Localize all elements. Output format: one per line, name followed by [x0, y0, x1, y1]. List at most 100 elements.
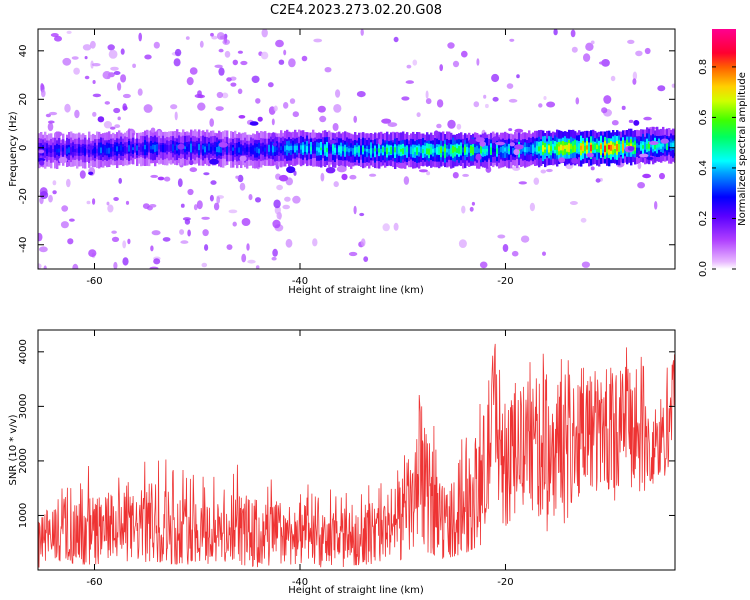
spectrogram-speckle	[117, 82, 122, 91]
spectrogram-cell	[78, 146, 81, 153]
spectrogram-speckle	[90, 40, 96, 49]
spectrogram-speckle	[276, 211, 282, 220]
spectrogram-speckle	[276, 184, 283, 191]
spectrogram-cell	[408, 147, 411, 154]
spectrogram-cell	[116, 146, 119, 152]
spectrogram-cell	[344, 147, 347, 153]
spectrogram-cell	[644, 141, 647, 150]
spectrogram-cell	[202, 143, 205, 156]
spectrogram-cell	[176, 144, 179, 151]
spectrogram-cell	[196, 143, 199, 152]
spectrogram-speckle	[546, 101, 556, 108]
spectrogram-cell	[466, 146, 469, 155]
spectrogram-blob	[660, 138, 669, 144]
spectrogram-cell	[496, 148, 499, 154]
spectrogram-blob	[336, 165, 347, 173]
spectrogram-cell	[352, 148, 355, 155]
spectrogram-cell	[164, 144, 167, 153]
spectrogram-speckle	[260, 51, 269, 60]
spectrogram-speckle	[657, 85, 666, 92]
colorbar-ticks: 0.0 0.2 0.4 0.6 0.8	[698, 59, 736, 277]
spectrogram-cell	[304, 144, 307, 152]
spectrogram-speckle	[405, 80, 414, 84]
spectrogram-speckle	[122, 105, 128, 111]
spectrogram-cell	[470, 146, 473, 154]
spectrogram-speckle	[47, 120, 55, 124]
spectrogram-cell	[386, 147, 389, 154]
spectrogram-cell	[542, 145, 545, 152]
spectrogram-speckle	[189, 167, 198, 173]
spectrogram-speckle	[272, 219, 281, 229]
spectrogram-speckle	[447, 119, 456, 129]
spectrogram-cell	[92, 148, 95, 154]
spectrogram-speckle	[360, 29, 364, 36]
spectrogram-x-ticks: -60 -40 -20	[86, 29, 514, 287]
spectrogram-cell	[198, 144, 201, 151]
spectrogram-speckle	[611, 120, 619, 126]
spectrogram-cell	[230, 144, 233, 151]
spectrogram-speckle	[228, 209, 238, 214]
spectrogram-speckle	[170, 104, 178, 110]
spectrogram-speckle	[241, 253, 247, 263]
spectrogram-speckle	[41, 89, 46, 98]
spectrogram-speckle	[216, 32, 225, 40]
spectrogram-speckle	[425, 90, 429, 99]
spectrogram-cell	[314, 145, 317, 151]
spectrogram-speckle	[401, 96, 410, 101]
spectrogram-blob	[639, 153, 649, 158]
spectrogram-cell	[174, 145, 177, 150]
spectrogram-speckle	[359, 212, 365, 217]
spectrogram-cell	[214, 147, 217, 151]
spectrogram-speckle	[162, 237, 171, 242]
spectrogram-cell	[218, 145, 221, 153]
spectrogram-cell	[288, 146, 291, 151]
spectrogram-speckle	[483, 94, 487, 99]
spectrogram-y-ticks: -40 -20 0 20 40	[18, 44, 675, 253]
spectrogram-speckle	[39, 191, 49, 199]
spectrogram-cell	[232, 147, 235, 151]
spectrogram-cell	[476, 145, 479, 154]
spectrogram-cell	[612, 144, 615, 150]
spectrogram-speckle	[74, 109, 80, 119]
spectrogram-cell	[430, 147, 433, 155]
spectrogram-speckle	[506, 83, 514, 89]
spectrogram-cell	[646, 143, 649, 150]
spectrogram-signal-band	[38, 115, 675, 182]
spectrogram-cell	[242, 145, 245, 152]
spectrogram-speckle	[69, 218, 75, 222]
spectrogram-cell	[64, 145, 67, 155]
spectrogram-speckle	[273, 199, 281, 209]
spectrogram-speckle	[518, 181, 527, 185]
spectrogram-cell	[436, 147, 439, 154]
spectrogram-cell	[342, 146, 345, 152]
spectrogram-speckle	[50, 33, 59, 37]
spectrogram-speckle	[232, 59, 238, 66]
spectrogram-cell	[422, 149, 425, 154]
spectrogram-cell	[76, 148, 79, 153]
spectrogram-speckle	[479, 261, 488, 269]
spectrogram-cell	[222, 146, 225, 151]
spectrogram-cell	[610, 144, 613, 151]
spectrogram-cell	[114, 144, 117, 152]
spectrogram-speckle	[643, 116, 652, 121]
spectrogram-cell	[602, 144, 605, 150]
spectrogram-cell	[80, 146, 83, 153]
snr-x-tick-label: -20	[497, 577, 513, 588]
spectrogram-speckle	[533, 177, 540, 185]
spectrogram-speckle	[189, 67, 198, 75]
spectrogram-cell	[84, 148, 87, 155]
spectrogram-cell	[338, 146, 341, 153]
spectrogram-cell	[620, 144, 623, 152]
spectrogram-cell	[642, 145, 645, 149]
spectrogram-cell	[548, 145, 551, 153]
spectrogram-cell	[468, 147, 471, 153]
spectrogram-y-tick-label: -20	[18, 188, 29, 204]
spectrogram-cell	[584, 145, 587, 152]
spectrogram-cell	[210, 146, 213, 153]
spectrogram-speckle	[360, 238, 366, 247]
spectrogram-cell	[184, 146, 187, 150]
spectrogram-speckle	[284, 196, 291, 202]
spectrogram-speckle	[403, 176, 410, 185]
snr-line	[38, 343, 675, 568]
spectrogram-speckle	[149, 204, 157, 208]
